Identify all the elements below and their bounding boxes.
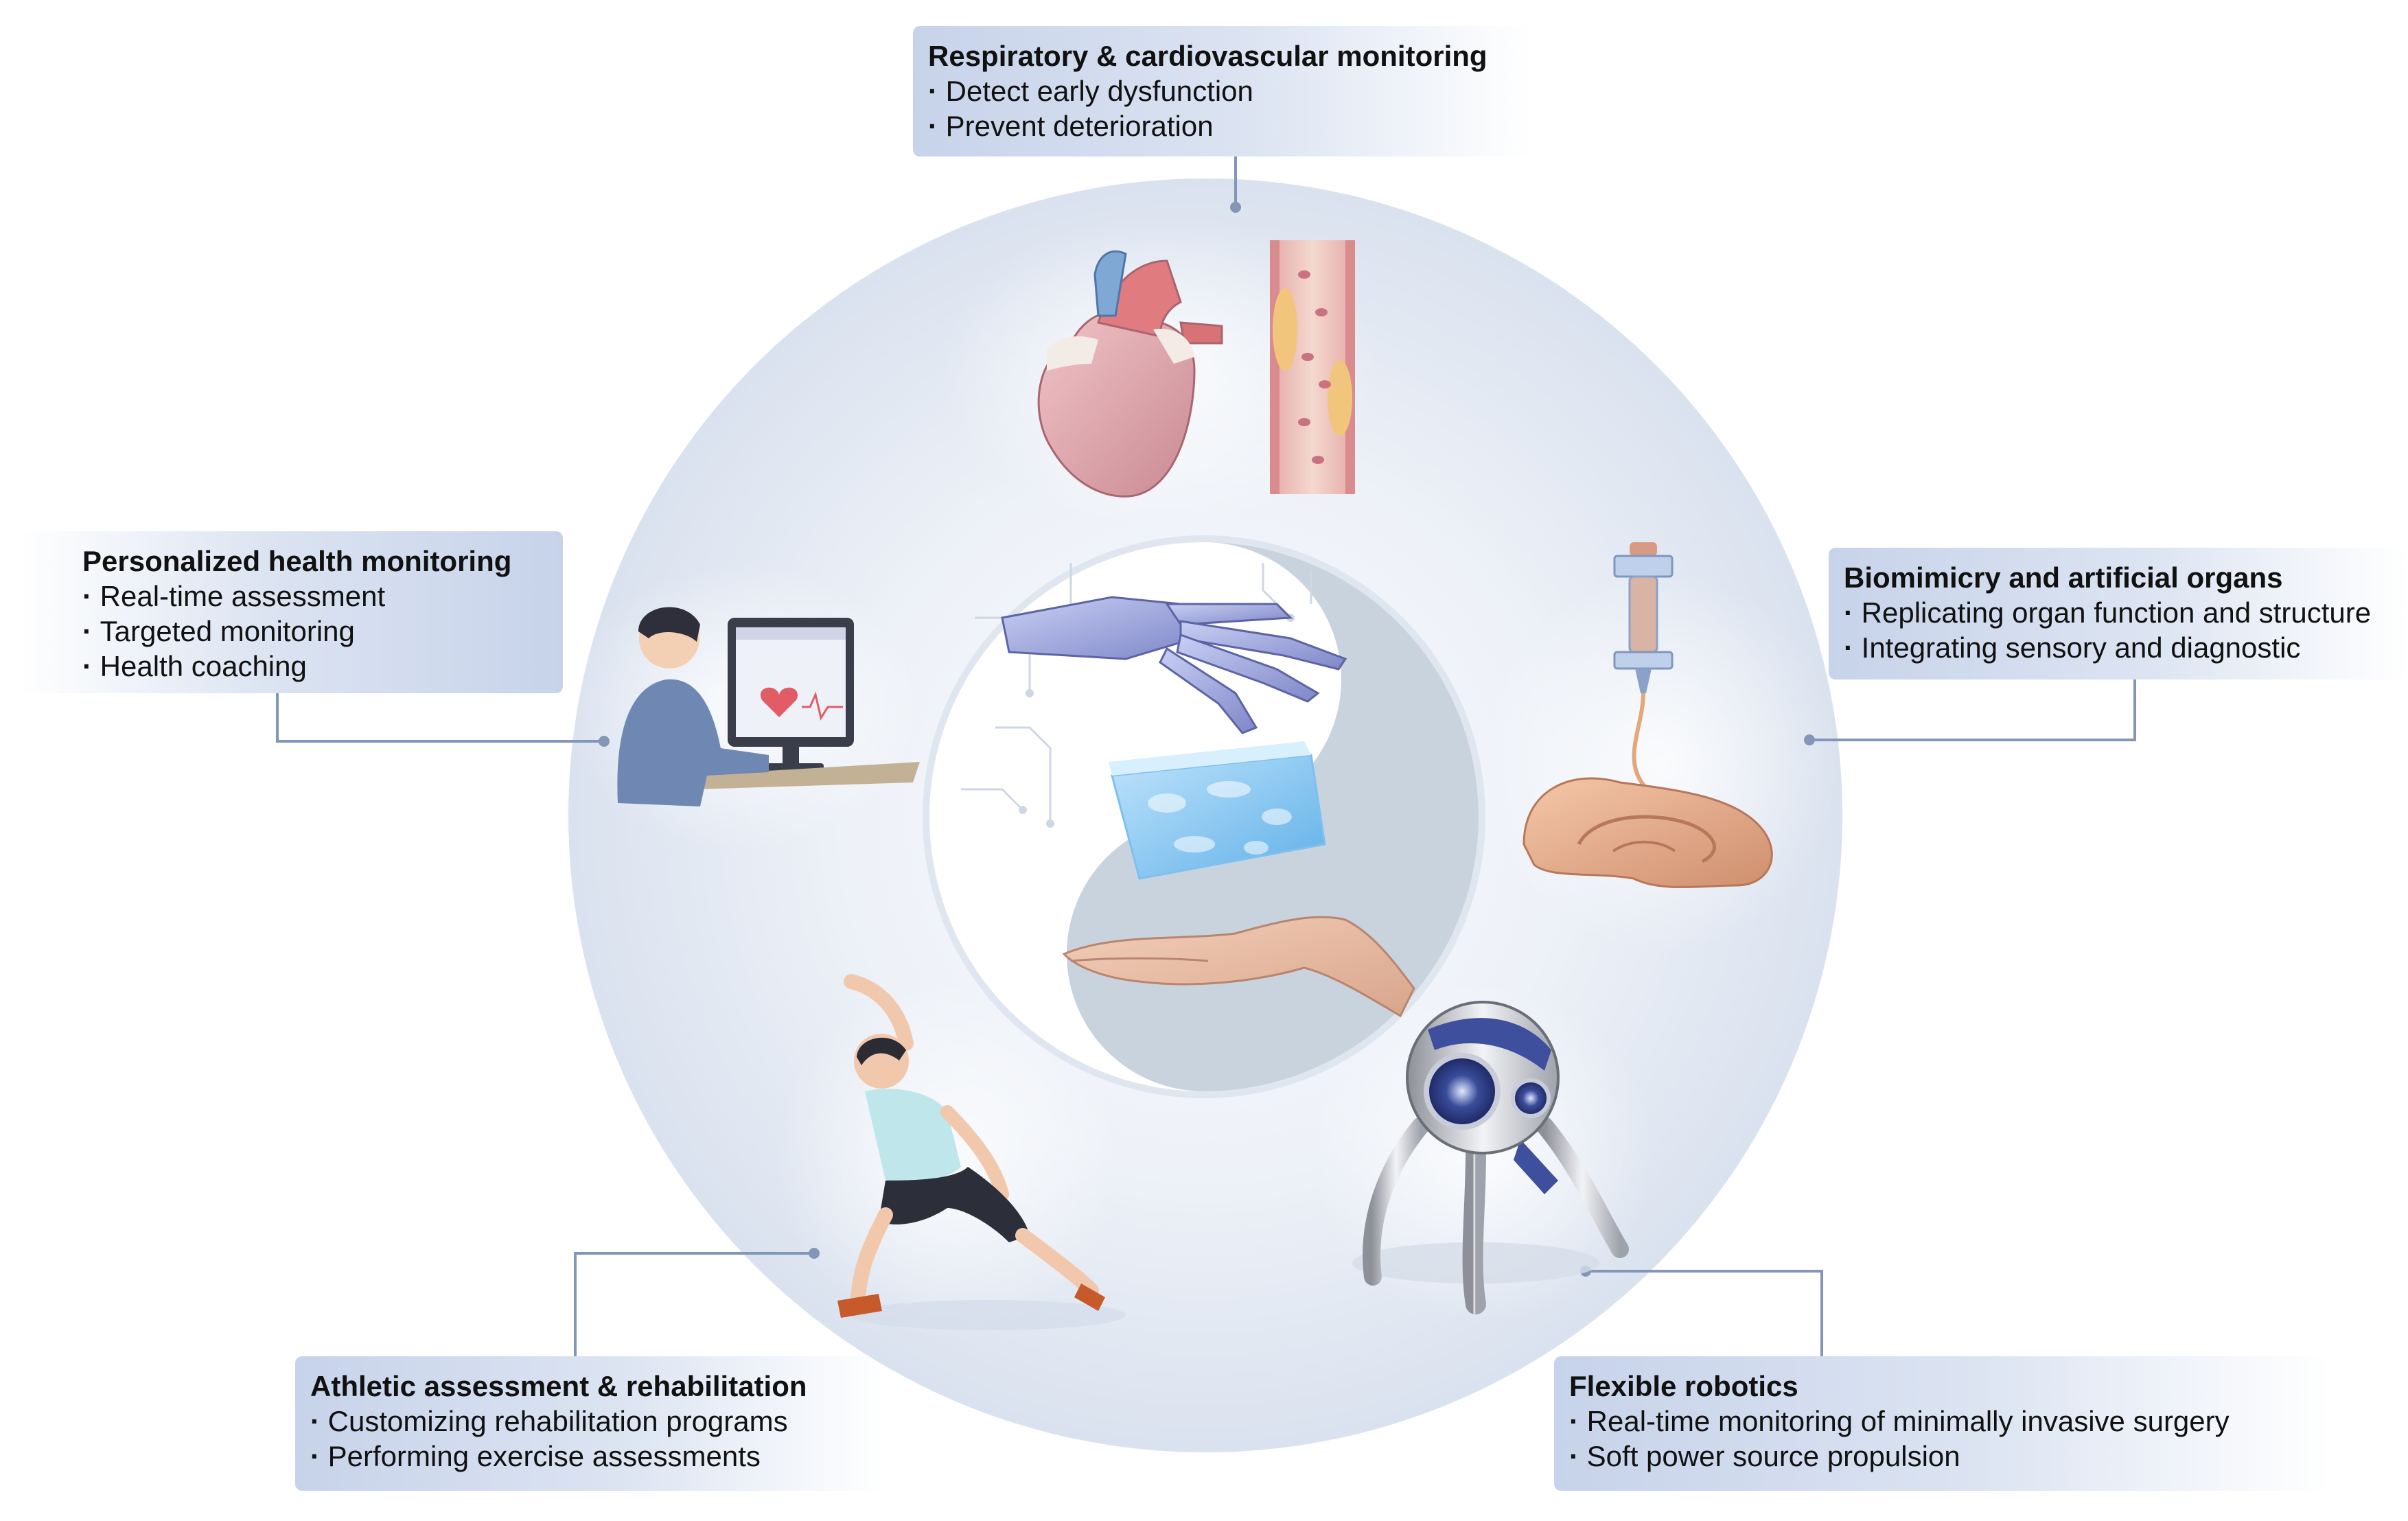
cardio-item-1: Detect early dysfunction [928,73,1514,108]
connector-lines [276,156,2136,1356]
robot-hand-hydrogel-icon [923,535,1485,1098]
athletic-connector [574,1252,814,1356]
robotics-item-2: Soft power source propulsion [1569,1439,2313,1474]
cardio-title: Respiratory & cardiovascular monitoring [928,40,1487,72]
bioprinter-icon [1613,542,1674,791]
cardio-item-2: Prevent deterioration [928,108,1514,143]
personal-title: Personalized health monitoring [82,545,512,577]
blood-vessel-icon [1270,240,1355,494]
personal-box: Personalized health monitoring Real-time… [21,531,563,693]
biomimicry-connector [1809,680,2136,741]
robotics-connector [1586,1270,1823,1356]
cardio-box: Respiratory & cardiovascular monitoring … [913,26,1531,156]
biomimicry-item-1: Replicating organ function and structure [1844,595,2392,630]
athletic-item-2: Performing exercise assessments [310,1439,869,1474]
robotics-item-1: Real-time monitoring of minimally invasi… [1569,1404,2313,1439]
ear-icon [1523,777,1773,888]
athletic-box: Athletic assessment & rehabilitation Cus… [295,1356,885,1491]
athletic-title: Athletic assessment & rehabilitation [310,1370,807,1402]
personal-item-2: Targeted monitoring [82,614,546,649]
stretching-athlete-icon [837,974,1126,1330]
personal-item-3: Health coaching [82,649,546,684]
soft-robot-icon [1352,1001,1629,1314]
athletic-item-1: Customizing rehabilitation programs [310,1404,869,1439]
robotics-title: Flexible robotics [1569,1370,1798,1402]
robotics-box: Flexible robotics Real-time monitoring o… [1554,1356,2330,1491]
biomimicry-title: Biomimicry and artificial organs [1844,561,2283,594]
biomimicry-box: Biomimicry and artificial organs Replica… [1829,548,2408,680]
ear-glow [1483,570,1840,954]
personal-item-1: Real-time assessment [82,579,546,614]
biomimicry-item-2: Integrating sensory and diagnostic [1844,630,2392,665]
personal-connector [276,693,604,743]
computer-user-icon [617,607,920,806]
heart-icon [1037,250,1223,498]
